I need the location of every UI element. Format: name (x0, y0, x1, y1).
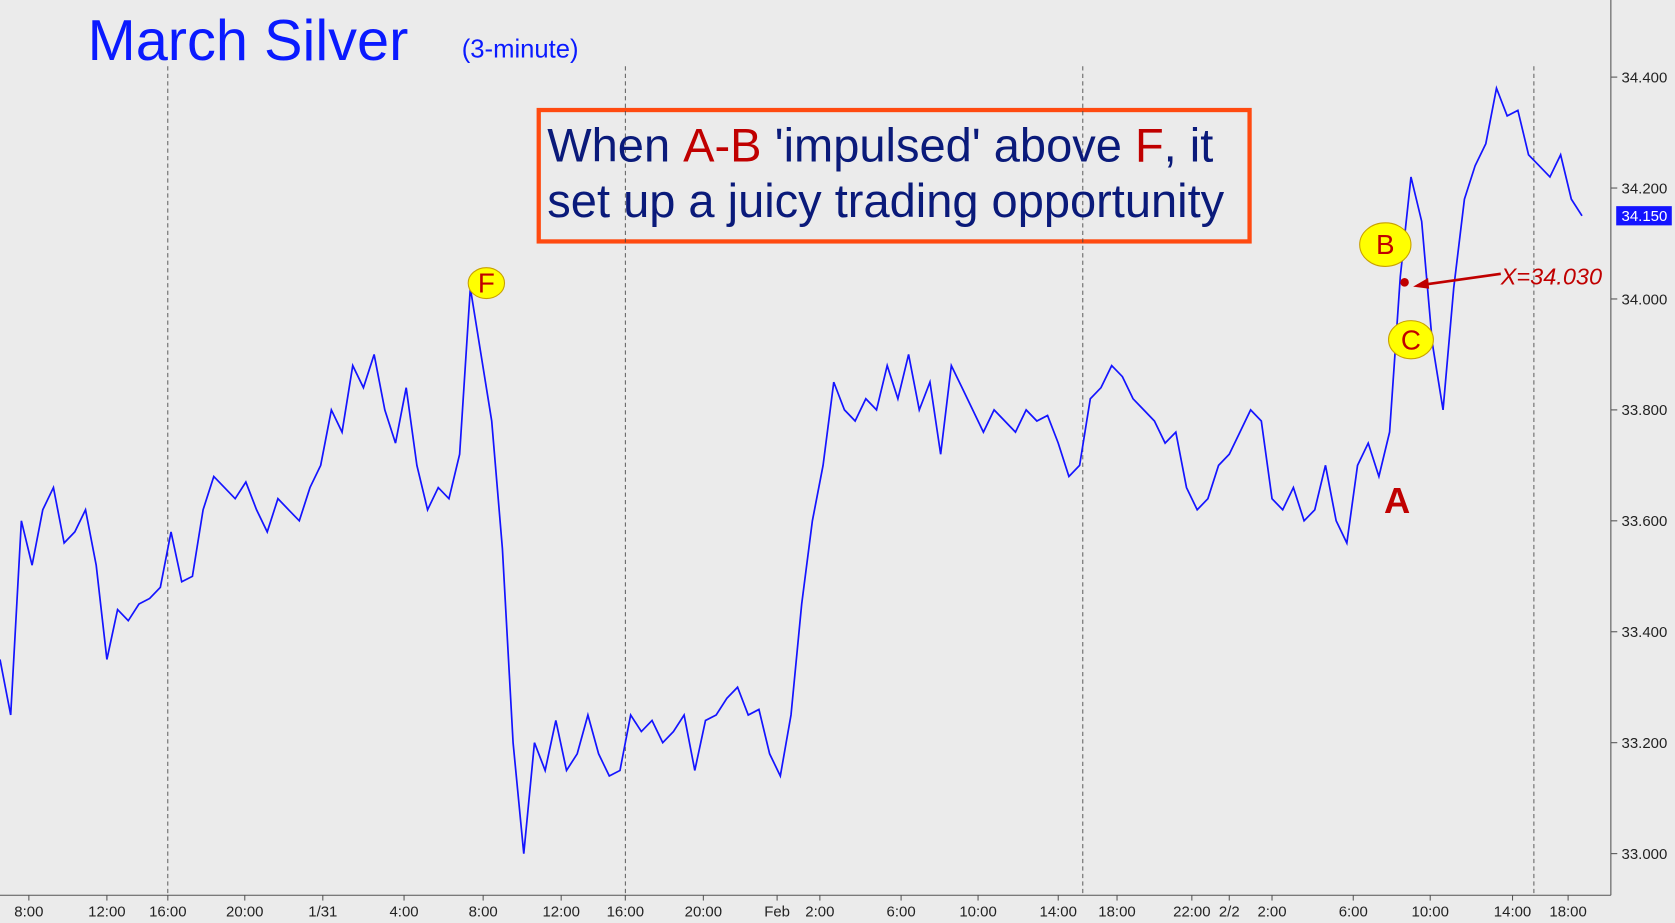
annotation-text: set up a juicy trading opportunity (547, 174, 1224, 227)
wave-label: A (1384, 480, 1410, 521)
annotation-text: , it (1164, 118, 1214, 171)
x-tick-label: 2/2 (1219, 904, 1240, 921)
annotation-line: When A-B 'impulsed' above F, it (547, 118, 1213, 171)
x-tick-label: 1/31 (308, 904, 337, 921)
x-tick-label: 16:00 (607, 904, 644, 921)
annotation-text: When (547, 118, 683, 171)
x-tick-label: 6:00 (1339, 904, 1368, 921)
x-level-arrowhead (1413, 278, 1430, 289)
annotation-text: F (1135, 118, 1164, 171)
x-tick-label: 22:00 (1173, 904, 1210, 921)
last-price-box (1616, 206, 1672, 226)
x-level-arrow (1417, 272, 1501, 287)
x-tick-label: 16:00 (149, 904, 186, 921)
wave-label: C (1401, 324, 1421, 355)
y-tick-label: 33.000 (1622, 846, 1668, 863)
chart-subtitle: (3-minute) (462, 36, 579, 64)
y-tick-label: 34.400 (1622, 69, 1668, 86)
x-tick-label: 10:00 (1412, 904, 1449, 921)
x-tick-label: 14:00 (1040, 904, 1077, 921)
x-level-label: X=34.030 (1500, 263, 1602, 289)
x-tick-label: 14:00 (1494, 904, 1531, 921)
y-tick-label: 33.200 (1622, 735, 1668, 752)
annotation-text: 'impulsed' above (762, 118, 1135, 171)
y-tick-label: 34.000 (1622, 291, 1668, 308)
wave-marker (467, 267, 506, 300)
x-level-dot (1400, 278, 1409, 287)
x-tick-label: 6:00 (887, 904, 916, 921)
wave-marker (1387, 320, 1434, 360)
x-tick-label: 12:00 (542, 904, 579, 921)
price-line (0, 85, 1583, 854)
last-price-label: 34.150 (1622, 208, 1668, 225)
x-tick-label: 18:00 (1098, 904, 1135, 921)
wave-label: F (478, 268, 495, 299)
annotation-line: set up a juicy trading opportunity (547, 174, 1224, 227)
wave-label: B (1376, 229, 1395, 260)
x-tick-label: 10:00 (959, 904, 996, 921)
annotation-box (536, 107, 1252, 244)
x-tick-label: 4:00 (389, 904, 418, 921)
annotation-text: A-B (683, 118, 761, 171)
x-tick-label: 8:00 (469, 904, 498, 921)
x-tick-label: 8:00 (14, 904, 43, 921)
x-tick-label: 20:00 (226, 904, 263, 921)
y-tick-label: 33.600 (1622, 513, 1668, 530)
x-tick-label: Feb (764, 904, 790, 921)
y-tick-label: 34.200 (1622, 180, 1668, 197)
y-tick-label: 33.400 (1622, 624, 1668, 641)
x-tick-label: 2:00 (805, 904, 834, 921)
x-tick-label: 2:00 (1257, 904, 1286, 921)
x-tick-label: 18:00 (1549, 904, 1586, 921)
wave-marker (1359, 222, 1412, 267)
x-tick-label: 20:00 (685, 904, 722, 921)
x-tick-label: 12:00 (88, 904, 125, 921)
chart-title: March Silver (88, 9, 409, 73)
y-tick-label: 33.800 (1622, 402, 1668, 419)
